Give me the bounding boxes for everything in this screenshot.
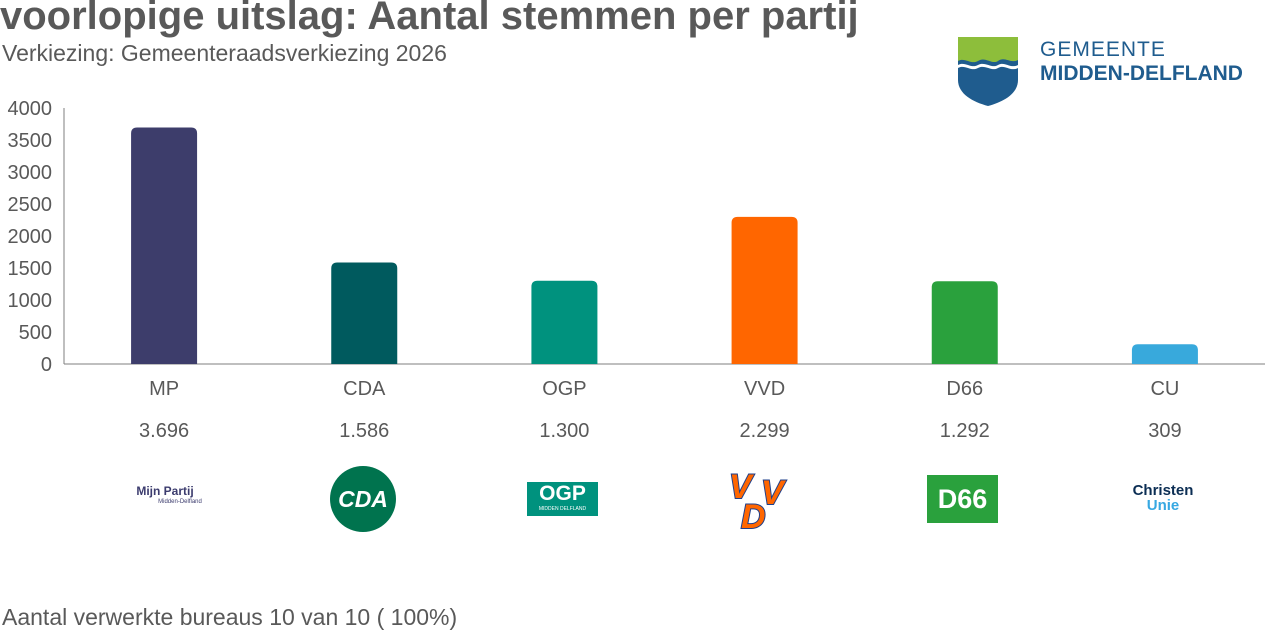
x-tick-label: MP: [149, 378, 179, 400]
y-tick-label: 2000: [8, 226, 53, 248]
logo-cu: Christen Unie: [1120, 483, 1206, 513]
logo-d66: D66: [927, 475, 998, 523]
logo-cu-line1: Christen: [1132, 482, 1194, 499]
bar-cu: [1131, 344, 1198, 364]
logo-vvd: V V D: [727, 462, 799, 539]
y-tick-label: 2500: [8, 194, 53, 216]
bar-vvd: [731, 216, 798, 364]
logo-ogp-name: OGP: [539, 482, 586, 505]
bar-ogp: [531, 280, 598, 364]
data-label: 1.292: [940, 420, 990, 442]
x-tick-label: OGP: [542, 378, 586, 400]
y-tick-label: 500: [19, 322, 52, 344]
logo-ogp-sub: MIDDEN DELFLAND: [538, 506, 587, 512]
x-tick-label: CDA: [343, 378, 386, 400]
y-tick-label: 3000: [8, 162, 53, 184]
data-label: 2.299: [740, 420, 790, 442]
y-tick-label: 0: [41, 354, 52, 376]
chart-title: voorlopige uitslag: Aantal stemmen per p…: [0, 0, 859, 38]
municipality-line1: GEMEENTE: [1040, 38, 1166, 61]
y-tick-label: 1000: [8, 290, 53, 312]
logo-mp-sub: Midden-Delfland: [158, 499, 202, 505]
svg-text:V: V: [761, 474, 787, 512]
data-label: 1.300: [539, 420, 589, 442]
svg-text:D: D: [741, 498, 766, 534]
y-tick-label: 1500: [8, 258, 53, 280]
logo-cda: CDA: [330, 466, 396, 532]
municipality-line2: MIDDEN-DELFLAND: [1040, 62, 1243, 85]
logo-mp: Mijn Partij Midden-Delfland: [115, 484, 215, 505]
y-tick-label: 3500: [8, 130, 53, 152]
x-tick-label: D66: [946, 378, 983, 400]
processed-stations-note: Aantal verwerkte bureaus 10 van 10 ( 100…: [2, 604, 458, 630]
data-label: 3.696: [139, 420, 189, 442]
data-label: 309: [1148, 420, 1181, 442]
x-tick-label: VVD: [744, 378, 785, 400]
municipality-shield-icon: [958, 37, 1018, 106]
x-tick-label: CU: [1150, 378, 1179, 400]
bar-chart: 0 500 1000 1500 2000 2500 3000 3500 4000 MP 3.696 C…: [8, 98, 1265, 442]
logo-ogp: OGP MIDDEN DELFLAND: [527, 482, 598, 516]
logo-cu-line2: Unie: [1146, 497, 1180, 514]
bar-mp: [131, 127, 198, 365]
data-label: 1.586: [339, 420, 389, 442]
bar-cda: [331, 262, 398, 364]
y-tick-label: 4000: [8, 98, 53, 120]
municipality-logo: GEMEENTE MIDDEN-DELFLAND: [955, 34, 1265, 110]
logo-mp-name: Mijn Partij: [136, 484, 194, 498]
chart-subtitle: Verkiezing: Gemeenteraadsverkiezing 2026: [2, 40, 447, 66]
municipality-name: GEMEENTE MIDDEN-DELFLAND: [1040, 38, 1243, 86]
svg-text:V: V: [729, 468, 755, 506]
bar-d66: [931, 281, 998, 364]
